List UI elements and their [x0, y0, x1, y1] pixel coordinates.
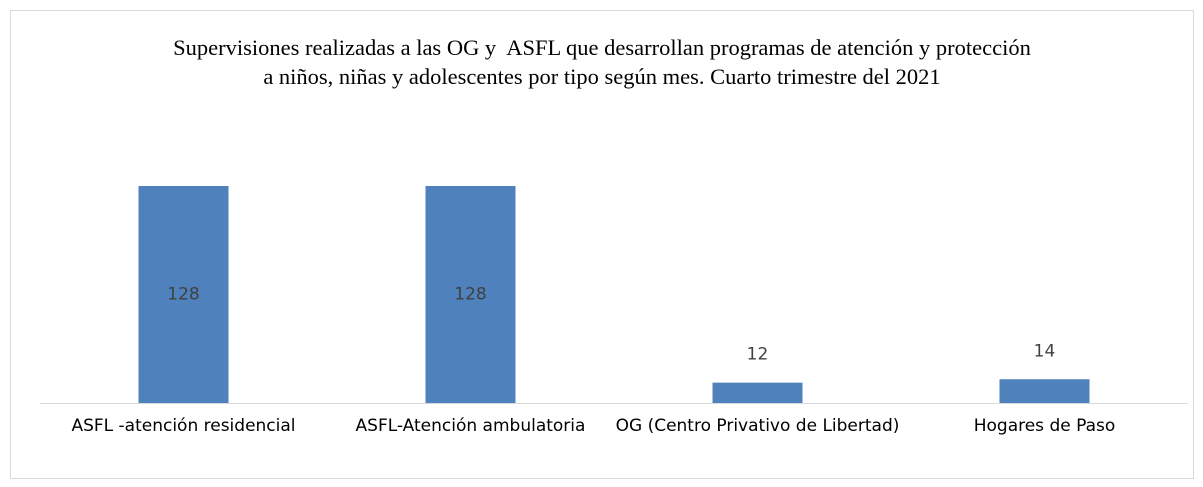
- x-tick-label: ASFL -atención residencial: [71, 416, 296, 436]
- data-label: 128: [167, 285, 199, 305]
- x-tick-label: Hogares de Paso: [973, 416, 1116, 436]
- x-tick-label: ASFL-Atención ambulatoria: [355, 416, 586, 436]
- bar: [425, 186, 516, 403]
- bar: [712, 382, 803, 403]
- data-label: 12: [747, 345, 769, 365]
- chart-frame: [10, 10, 1194, 479]
- data-label: 14: [1034, 341, 1056, 361]
- chart-title: Supervisiones realizadas a las OG y ASFL…: [173, 35, 1037, 89]
- data-label: 128: [454, 285, 486, 305]
- bar: [138, 186, 229, 403]
- x-tick-label: OG (Centro Privativo de Libertad): [615, 416, 900, 436]
- bar: [999, 379, 1090, 403]
